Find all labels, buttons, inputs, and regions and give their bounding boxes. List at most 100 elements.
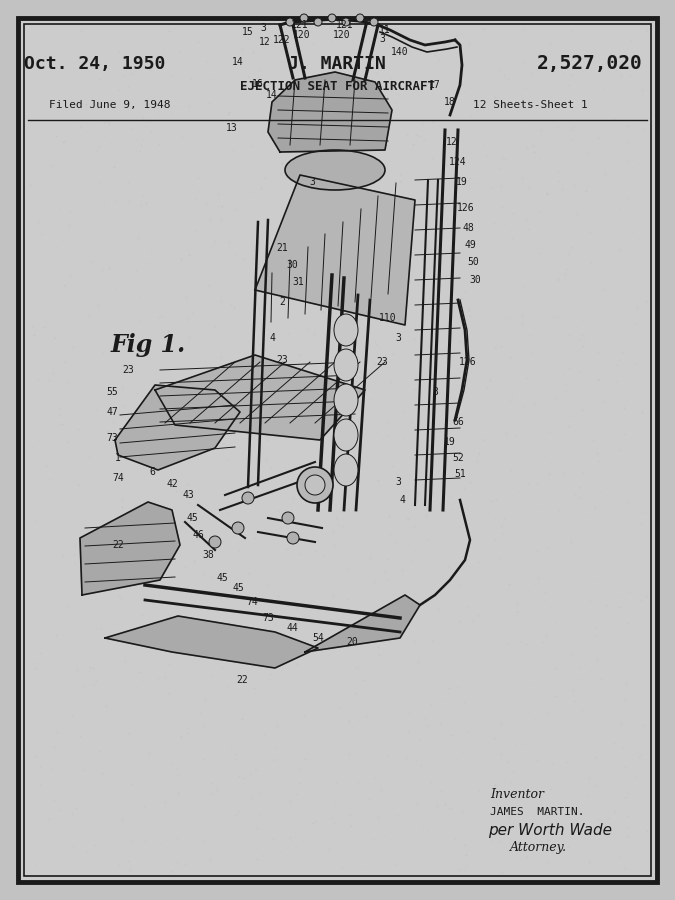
Text: 19: 19	[444, 437, 456, 447]
Text: Filed June 9, 1948: Filed June 9, 1948	[49, 100, 171, 110]
Text: 66: 66	[452, 417, 464, 427]
Text: 22: 22	[236, 675, 248, 685]
Circle shape	[356, 14, 364, 22]
Text: 2,527,020: 2,527,020	[537, 55, 643, 74]
Ellipse shape	[334, 454, 358, 486]
Text: 74: 74	[246, 597, 258, 607]
Text: Attorney.: Attorney.	[510, 842, 567, 854]
Text: 18: 18	[444, 97, 456, 107]
Ellipse shape	[334, 349, 358, 381]
Circle shape	[209, 536, 221, 548]
Polygon shape	[268, 72, 392, 152]
Polygon shape	[115, 385, 240, 470]
Text: 14: 14	[232, 57, 244, 67]
Text: 13: 13	[226, 123, 238, 133]
Text: 73: 73	[106, 433, 118, 443]
Circle shape	[287, 532, 299, 544]
Text: 11: 11	[379, 25, 391, 35]
Text: 52: 52	[452, 453, 464, 463]
Text: 45: 45	[216, 573, 228, 583]
Polygon shape	[255, 175, 415, 325]
Text: 120: 120	[333, 30, 351, 40]
Text: 3: 3	[309, 177, 315, 187]
Text: 126: 126	[459, 357, 477, 367]
Ellipse shape	[334, 419, 358, 451]
Text: 46: 46	[192, 530, 204, 540]
Circle shape	[242, 492, 254, 504]
Ellipse shape	[334, 314, 358, 346]
Text: 2: 2	[279, 297, 285, 307]
Text: 20: 20	[346, 637, 358, 647]
Text: 73: 73	[262, 613, 274, 623]
Text: 122: 122	[273, 35, 291, 45]
Text: Fig 1.: Fig 1.	[111, 333, 186, 357]
Text: 44: 44	[286, 623, 298, 633]
Text: 120: 120	[293, 30, 310, 40]
Text: 3: 3	[395, 333, 401, 343]
Text: 3: 3	[379, 34, 385, 44]
Text: EJECTION SEAT FOR AIRCRAFT: EJECTION SEAT FOR AIRCRAFT	[240, 79, 435, 93]
Text: 3: 3	[432, 387, 438, 397]
Text: 54: 54	[312, 633, 324, 643]
Text: 23: 23	[122, 365, 134, 375]
Text: Inventor: Inventor	[490, 788, 544, 802]
Text: 55: 55	[106, 387, 118, 397]
Circle shape	[314, 18, 322, 26]
Text: 12: 12	[259, 37, 271, 47]
Text: 21: 21	[276, 243, 288, 253]
Text: 126: 126	[457, 203, 475, 213]
Text: JAMES  MARTIN.: JAMES MARTIN.	[490, 807, 585, 817]
Text: 110: 110	[379, 313, 397, 323]
Circle shape	[286, 18, 294, 26]
Text: 17: 17	[429, 80, 441, 90]
Ellipse shape	[334, 384, 358, 416]
Circle shape	[232, 522, 244, 534]
Polygon shape	[105, 616, 318, 668]
Text: 4: 4	[399, 495, 405, 505]
Text: 15: 15	[242, 27, 254, 37]
Text: 6: 6	[149, 467, 155, 477]
Text: 16: 16	[252, 79, 264, 89]
Text: 30: 30	[286, 260, 298, 270]
Polygon shape	[305, 595, 420, 652]
Text: 121: 121	[336, 20, 354, 30]
Text: 48: 48	[462, 223, 474, 233]
Text: 3: 3	[395, 477, 401, 487]
Text: 50: 50	[467, 257, 479, 267]
Text: 23: 23	[376, 357, 388, 367]
Text: 140: 140	[392, 47, 409, 57]
Text: 3: 3	[260, 23, 266, 33]
Text: 49: 49	[464, 240, 476, 250]
Text: 74: 74	[112, 473, 124, 483]
Text: 124: 124	[449, 157, 467, 167]
Text: 51: 51	[454, 469, 466, 479]
Text: 23: 23	[276, 355, 288, 365]
Text: 42: 42	[166, 479, 178, 489]
Text: 47: 47	[106, 407, 118, 417]
Circle shape	[300, 14, 308, 22]
Polygon shape	[155, 355, 365, 440]
Text: 30: 30	[469, 275, 481, 285]
Text: 19: 19	[456, 177, 468, 187]
Text: 22: 22	[112, 540, 124, 550]
Text: 31: 31	[292, 277, 304, 287]
Text: 12: 12	[446, 137, 458, 147]
Text: 38: 38	[202, 550, 214, 560]
Text: J. MARTIN: J. MARTIN	[288, 55, 386, 73]
Text: 45: 45	[186, 513, 198, 523]
Circle shape	[305, 475, 325, 495]
Ellipse shape	[285, 150, 385, 190]
Text: 121: 121	[291, 20, 308, 30]
Polygon shape	[80, 502, 180, 595]
Circle shape	[282, 512, 294, 524]
Circle shape	[328, 14, 336, 22]
Circle shape	[342, 18, 350, 26]
Text: 1: 1	[115, 453, 121, 463]
Text: per Worth Wade: per Worth Wade	[488, 823, 612, 838]
Circle shape	[297, 467, 333, 503]
Text: 45: 45	[232, 583, 244, 593]
Text: 43: 43	[182, 490, 194, 500]
Text: Oct. 24, 1950: Oct. 24, 1950	[24, 55, 165, 73]
Text: 14: 14	[266, 90, 278, 100]
Text: 4: 4	[269, 333, 275, 343]
